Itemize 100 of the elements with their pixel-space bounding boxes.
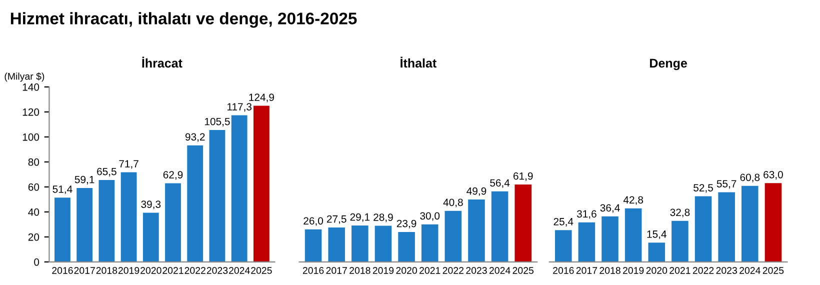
- bar: [514, 184, 532, 262]
- data-label: 49,9: [466, 187, 486, 196]
- x-tick-label: 2023: [716, 267, 737, 274]
- x-tick-label: 2023: [466, 267, 487, 274]
- y-tick-label: 80: [28, 158, 40, 166]
- bar: [374, 226, 392, 262]
- bar: [694, 196, 712, 262]
- bar: [672, 220, 688, 262]
- bar: [468, 200, 485, 262]
- x-tick-label: 2023: [206, 267, 228, 274]
- data-label: 28,9: [374, 214, 393, 222]
- data-label: 63,0: [764, 170, 783, 180]
- x-tick-label: 2024: [229, 267, 250, 274]
- x-tick-label: 2024: [740, 267, 760, 274]
- bar: [231, 115, 248, 262]
- data-label: 117,3: [227, 103, 252, 112]
- data-label: 124,9: [249, 94, 274, 102]
- y-tick-label: 140: [22, 83, 40, 91]
- x-tick-label: 2025: [762, 267, 784, 274]
- x-tick-label: 2025: [512, 267, 534, 274]
- data-label: 36,4: [600, 204, 620, 213]
- bar: [76, 188, 93, 262]
- x-tick-label: 2019: [623, 267, 644, 274]
- x-tick-label: 2024: [489, 267, 510, 274]
- x-tick-label: 2019: [118, 267, 140, 274]
- data-label: 30,0: [420, 212, 440, 221]
- bar: [578, 222, 596, 262]
- bar: [328, 228, 345, 262]
- y-tick-label: 0: [34, 258, 40, 266]
- data-label: 105,5: [204, 118, 230, 126]
- bar: [742, 186, 758, 262]
- x-tick-label: 2017: [576, 267, 598, 274]
- data-label: 60,8: [740, 174, 760, 182]
- bar: [142, 212, 159, 262]
- y-tick-label: 120: [22, 108, 40, 116]
- x-tick-label: 2021: [670, 267, 690, 274]
- data-label: 31,6: [576, 210, 596, 219]
- data-label: 42,8: [623, 196, 644, 205]
- data-label: 65,5: [97, 168, 116, 176]
- bar: [764, 183, 782, 262]
- data-label: 93,2: [185, 133, 205, 142]
- data-label: 51,4: [52, 186, 72, 194]
- data-label: 62,9: [163, 171, 183, 180]
- bar: [165, 183, 181, 262]
- x-tick-label: 2025: [251, 267, 272, 274]
- x-tick-label: 2018: [350, 267, 370, 274]
- bar: [209, 130, 226, 262]
- x-tick-label: 2020: [140, 267, 162, 274]
- data-label: 32,8: [670, 208, 690, 218]
- y-axis-title: (Milyar $): [4, 72, 44, 82]
- bar: [187, 145, 204, 262]
- data-label: 25,4: [554, 218, 574, 227]
- y-tick-label: 100: [22, 133, 40, 141]
- bar: [624, 208, 642, 262]
- bar: [398, 232, 415, 262]
- x-tick-label: 2020: [396, 267, 417, 274]
- data-label: 71,7: [119, 160, 138, 169]
- data-label: 23,9: [396, 220, 416, 228]
- y-tick-label: 20: [28, 233, 40, 241]
- x-tick-label: 2022: [442, 267, 464, 274]
- data-label: 40,8: [443, 198, 463, 208]
- bar: [648, 242, 666, 262]
- chart-title: Denge: [650, 58, 687, 70]
- bar: [253, 106, 270, 262]
- bar: [54, 198, 70, 262]
- bar: [444, 210, 462, 262]
- x-tick-label: 2021: [162, 267, 184, 274]
- x-tick-label: 2019: [372, 267, 394, 274]
- x-tick-label: 2016: [553, 267, 574, 274]
- data-label: 59,1: [74, 176, 94, 184]
- x-tick-label: 2018: [600, 267, 620, 274]
- bar: [352, 226, 368, 262]
- chart-title: İhracat: [142, 56, 182, 68]
- x-tick-label: 2017: [74, 267, 95, 274]
- bar: [554, 230, 572, 262]
- data-label: 61,9: [514, 172, 533, 181]
- text: Hizmet ihracatı, ithalatı ve denge, 2016-2025: [10, 12, 357, 28]
- data-label: 39,3: [141, 200, 161, 210]
- x-tick-label: 2022: [692, 267, 714, 274]
- bar: [304, 229, 322, 262]
- data-label: 55,7: [716, 180, 736, 189]
- bar: [491, 191, 508, 262]
- bar: [421, 224, 438, 262]
- data-label: 29,1: [350, 213, 370, 222]
- bar: [602, 216, 618, 262]
- y-tick-label: 40: [28, 208, 40, 216]
- x-tick-label: 2020: [646, 267, 668, 274]
- bar: [718, 192, 735, 262]
- y-tick-label: 60: [28, 183, 40, 191]
- x-tick-label: 2017: [326, 267, 347, 274]
- data-label: 52,5: [694, 184, 713, 193]
- data-label: 15,4: [647, 230, 666, 240]
- x-tick-label: 2022: [184, 267, 206, 274]
- chart-title: İthalat: [400, 56, 436, 68]
- data-label: 26,0: [304, 217, 324, 226]
- data-label: 56,4: [490, 179, 510, 188]
- x-tick-label: 2016: [302, 267, 324, 274]
- x-tick-label: 2021: [420, 267, 440, 274]
- x-tick-label: 2018: [96, 267, 118, 274]
- x-tick-label: 2016: [52, 267, 73, 274]
